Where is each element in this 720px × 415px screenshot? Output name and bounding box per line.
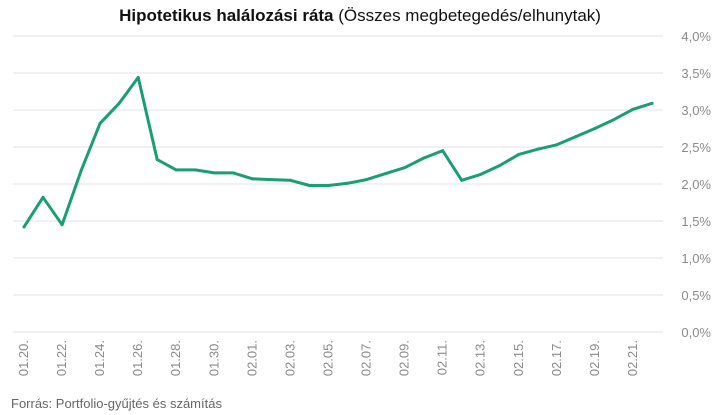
chart-title-bold: Hipotetikus halálozási ráta <box>119 6 334 25</box>
x-tick-label: 01.30. <box>206 340 221 376</box>
x-tick-label: 01.20. <box>16 340 31 376</box>
data-point <box>422 156 426 160</box>
source-note: Forrás: Portfolio-gyűjtés és számítás <box>11 396 222 411</box>
x-tick-label: 02.07. <box>359 340 374 376</box>
data-point <box>384 172 388 176</box>
chart-title-rest: (Összes megbetegedés/elhunytak) <box>333 6 601 25</box>
data-point <box>155 158 159 162</box>
data-point <box>650 101 654 105</box>
y-tick-label: 2,5% <box>681 140 711 155</box>
data-point <box>365 178 369 182</box>
data-point <box>555 143 559 147</box>
y-tick-label: 0,5% <box>681 288 711 303</box>
data-point <box>174 168 178 172</box>
data-point <box>403 166 407 170</box>
x-tick-label: 02.09. <box>397 340 412 376</box>
data-point <box>98 121 102 125</box>
data-point <box>498 164 502 167</box>
x-tick-label: 01.22. <box>54 340 69 376</box>
y-tick-label: 1,5% <box>681 214 711 229</box>
data-point <box>326 183 330 187</box>
x-tick-label: 01.26. <box>130 340 145 376</box>
data-point <box>612 118 616 122</box>
y-tick-label: 1,0% <box>681 251 711 266</box>
x-tick-label: 01.28. <box>168 340 183 376</box>
data-point <box>346 181 350 185</box>
x-tick-label: 02.05. <box>320 340 335 376</box>
data-point <box>212 171 216 175</box>
data-point <box>517 152 521 156</box>
y-tick-label: 2,0% <box>681 177 711 192</box>
chart-title: Hipotetikus halálozási ráta (Összes megb… <box>0 6 720 26</box>
data-point <box>60 223 64 227</box>
data-point <box>593 127 597 130</box>
y-tick-label: 4,0% <box>681 29 711 44</box>
x-tick-label: 02.15. <box>511 340 526 376</box>
data-point <box>117 101 121 105</box>
data-point <box>288 178 292 182</box>
x-tick-label: 01.24. <box>92 340 107 376</box>
data-point <box>307 183 311 187</box>
data-point <box>460 178 464 182</box>
series-line <box>22 75 654 229</box>
data-point <box>193 168 197 172</box>
x-tick-label: 02.01. <box>244 340 259 376</box>
data-point <box>250 177 254 181</box>
y-tick-label: 3,5% <box>681 66 711 81</box>
data-point <box>79 169 83 173</box>
data-point <box>269 178 273 182</box>
data-point <box>41 195 45 199</box>
data-point <box>574 135 578 139</box>
x-tick-label: 02.21. <box>625 340 640 376</box>
data-point <box>441 149 445 153</box>
data-point <box>479 172 483 176</box>
y-tick-label: 0,0% <box>681 325 711 340</box>
x-tick-label: 02.11. <box>435 340 450 375</box>
y-tick-label: 3,0% <box>681 103 711 118</box>
data-point <box>136 75 140 79</box>
data-point <box>231 171 235 175</box>
data-point <box>536 147 540 151</box>
x-tick-label: 02.17. <box>549 340 564 376</box>
data-point <box>631 107 635 111</box>
x-tick-label: 02.19. <box>587 340 602 376</box>
x-tick-label: 02.13. <box>473 340 488 376</box>
x-tick-label: 02.03. <box>282 340 297 376</box>
data-point <box>22 225 26 229</box>
